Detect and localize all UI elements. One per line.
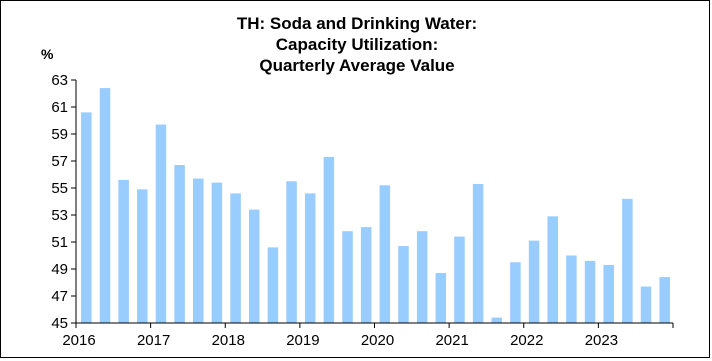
bar-2023-q3	[640, 286, 652, 323]
bar-2017-q1	[155, 124, 167, 323]
bar-2018-q4	[286, 181, 297, 323]
bar-2018-q2	[248, 209, 260, 323]
x-tick-label-2022: 2022	[510, 332, 543, 349]
y-tick-label: 53	[51, 207, 68, 224]
y-tick-label: 51	[51, 234, 68, 251]
y-tick-label: 61	[51, 99, 68, 116]
bar-2017-q4	[211, 182, 223, 323]
bar-2016-q2	[99, 88, 111, 323]
bar-2020-q3	[416, 231, 428, 323]
x-tick-label-2020: 2020	[361, 332, 394, 349]
bar-2023-q2	[622, 198, 633, 323]
y-tick-label: 45	[51, 315, 68, 332]
y-tick-label: 55	[51, 180, 68, 197]
bar-2023-q1	[603, 264, 614, 323]
bar-2020-q1	[379, 185, 391, 323]
bar-2022-q1	[528, 240, 540, 323]
y-tick-label: 57	[51, 153, 68, 170]
bar-2016-q3	[118, 179, 129, 323]
chart-title-line-3: Quarterly Average Value	[259, 56, 454, 75]
bar-2021-q4	[510, 262, 521, 323]
chart-title: TH: Soda and Drinking Water: Capacity Uti…	[237, 14, 477, 75]
bar-2020-q4	[435, 273, 447, 323]
bar-2022-q3	[566, 255, 577, 323]
x-tick-label-2016: 2016	[62, 332, 95, 349]
bar-2018-q3	[267, 247, 279, 323]
bar-2023-q4	[659, 277, 670, 323]
bar-2019-q2	[323, 156, 335, 323]
x-tick-label-2023: 2023	[585, 332, 618, 349]
chart-title-line-2: Capacity Utilization:	[276, 35, 438, 54]
bar-2022-q2	[547, 216, 558, 323]
y-axis-unit-label: %	[41, 46, 54, 62]
bar-2020-q2	[398, 246, 409, 323]
bar-2017-q2	[174, 165, 185, 323]
x-axis-ticks: 2016 2017 2018 2019 2020 2021 2022 2023	[62, 323, 674, 349]
bar-2019-q3	[342, 231, 353, 323]
x-tick-label-2019: 2019	[286, 332, 319, 349]
chart-title-line-1: TH: Soda and Drinking Water:	[237, 14, 477, 33]
bar-2022-q4	[584, 260, 596, 323]
y-axis-ticks: 45 47 49 51 53 55 57 59 61 63	[51, 72, 76, 332]
bar-series	[81, 88, 670, 324]
bar-2017-q3	[193, 178, 204, 323]
bar-2018-q1	[230, 193, 241, 323]
x-tick-label-2018: 2018	[212, 332, 245, 349]
bar-2016-q1	[81, 112, 92, 324]
y-tick-label: 47	[51, 288, 68, 305]
x-tick-label-2017: 2017	[137, 332, 170, 349]
bar-2021-q2	[472, 183, 484, 323]
y-tick-label: 49	[51, 261, 68, 278]
bar-2016-q4	[137, 189, 148, 323]
bar-2021-q1	[454, 236, 465, 323]
bar-2019-q4	[360, 227, 372, 323]
y-tick-label: 59	[51, 126, 68, 143]
x-tick-label-2021: 2021	[435, 332, 468, 349]
y-tick-label: 63	[51, 72, 68, 89]
bar-2019-q1	[304, 193, 316, 323]
bar-2021-q3	[491, 317, 503, 323]
